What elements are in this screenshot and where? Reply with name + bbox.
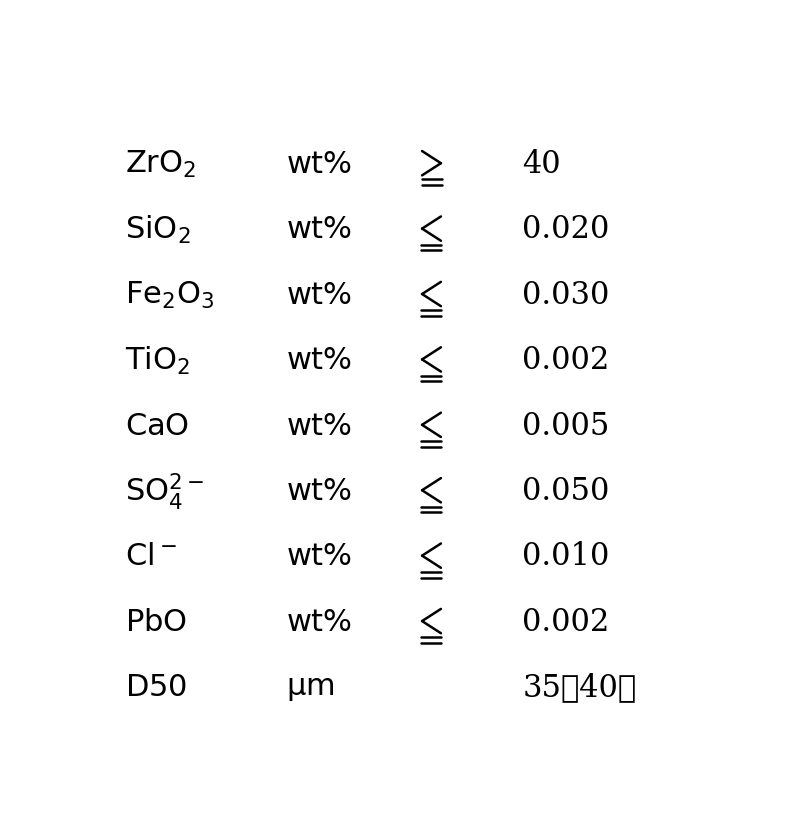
Text: 0.002: 0.002 (522, 345, 610, 376)
Text: 0.002: 0.002 (522, 607, 610, 637)
Text: $\mathrm{wt\%}$: $\mathrm{wt\%}$ (286, 149, 352, 180)
Text: $\mathrm{wt\%}$: $\mathrm{wt\%}$ (286, 411, 352, 441)
Text: $\mathrm{ZrO_2}$: $\mathrm{ZrO_2}$ (125, 149, 196, 180)
Text: $\mathrm{wt\%}$: $\mathrm{wt\%}$ (286, 345, 352, 376)
Text: $\mathrm{wt\%}$: $\mathrm{wt\%}$ (286, 607, 352, 637)
Text: $\mathrm{Cl^-}$: $\mathrm{Cl^-}$ (125, 541, 177, 573)
Text: 0.010: 0.010 (522, 541, 610, 573)
Text: $\mathrm{SO_4^{2-}}$: $\mathrm{SO_4^{2-}}$ (125, 471, 204, 512)
Text: $\mathrm{SiO_2}$: $\mathrm{SiO_2}$ (125, 214, 191, 246)
Text: $\mathrm{Fe_2O_3}$: $\mathrm{Fe_2O_3}$ (125, 280, 214, 311)
Text: $\mathrm{wt\%}$: $\mathrm{wt\%}$ (286, 280, 352, 311)
Text: 0.050: 0.050 (522, 476, 610, 507)
Text: $\mathrm{wt\%}$: $\mathrm{wt\%}$ (286, 476, 352, 507)
Text: $\mathrm{wt\%}$: $\mathrm{wt\%}$ (286, 214, 352, 245)
Text: 40: 40 (522, 149, 561, 180)
Text: $\mathrm{D50}$: $\mathrm{D50}$ (125, 672, 187, 703)
Text: 0.005: 0.005 (522, 411, 610, 441)
Text: $\mathrm{TiO_2}$: $\mathrm{TiO_2}$ (125, 345, 190, 376)
Text: $\mathrm{CaO}$: $\mathrm{CaO}$ (125, 411, 189, 441)
Text: 0.030: 0.030 (522, 280, 610, 311)
Text: 0.020: 0.020 (522, 214, 610, 245)
Text: $\mathrm{\mu m}$: $\mathrm{\mu m}$ (286, 672, 335, 703)
Text: 35～40。: 35～40。 (522, 672, 636, 703)
Text: $\mathrm{PbO}$: $\mathrm{PbO}$ (125, 607, 187, 637)
Text: $\mathrm{wt\%}$: $\mathrm{wt\%}$ (286, 541, 352, 573)
